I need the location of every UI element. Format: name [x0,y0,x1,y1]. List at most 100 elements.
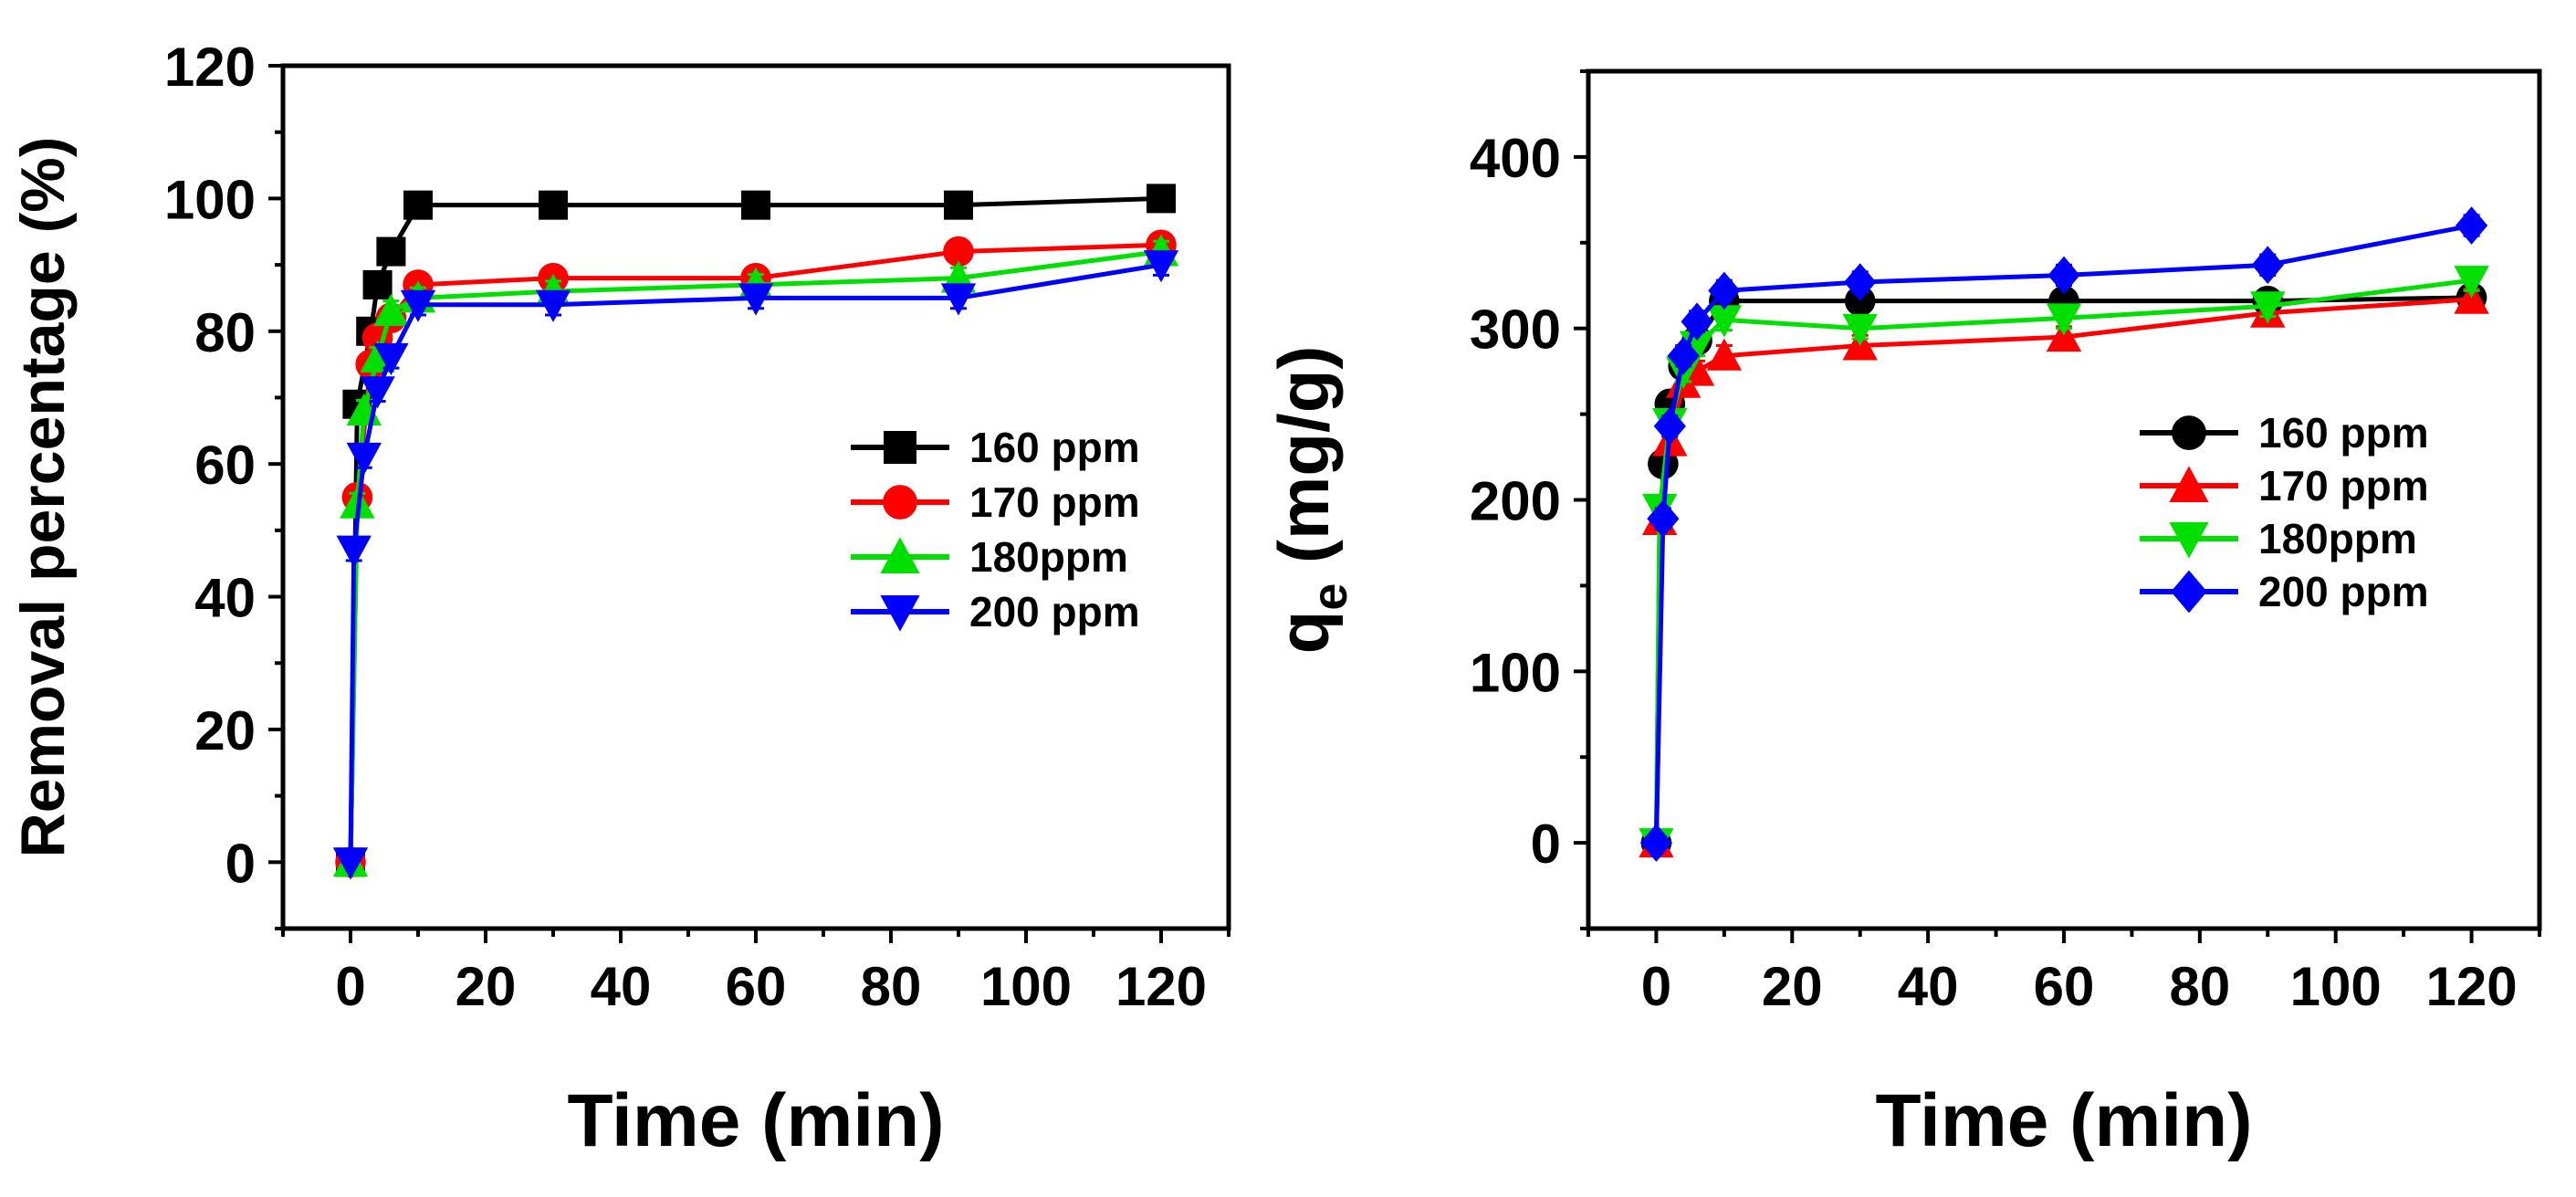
data-point [1647,499,1680,538]
x-axis-label: Time (min) [1875,1079,2252,1162]
data-point [1706,305,1743,338]
data-point [336,535,372,568]
legend-label: 180ppm [969,533,1128,581]
x-tick-label: 120 [2426,956,2518,1017]
data-point [2455,206,2488,245]
legend-label: 170 ppm [2258,462,2429,509]
legend-marker [2169,466,2209,502]
legend: 160 ppm 170 ppm 180ppm 200 ppm [851,424,1140,635]
x-axis-label: Time (min) [567,1079,944,1162]
data-point [741,190,770,220]
series-4 [332,250,1179,880]
series-4 [1639,206,2488,862]
data-point [346,442,382,476]
y-axis-label-main: q [1263,611,1344,655]
legend-marker [2171,570,2207,614]
x-tick-label: 0 [1641,956,1671,1017]
y-axis-label-subscript: e [1303,583,1357,611]
x-tick-label: 100 [2290,956,2382,1017]
data-point [2454,266,2489,299]
x-tick-label: 80 [2169,956,2230,1017]
data-point [1639,824,1673,862]
y-tick-label: 400 [1470,128,1561,189]
data-point [1708,271,1741,310]
legend-item: 160 ppm [2140,409,2429,457]
data-point [360,376,395,409]
data-point [376,236,406,267]
x-tick-label: 40 [591,956,652,1017]
data-point [2047,256,2080,295]
y-axis-label: qe (mg/g) [1263,346,1357,655]
y-tick-label: 60 [194,435,256,496]
legend-item: 160 ppm [851,424,1140,471]
y-axis-label-units: (mg/g) [1263,346,1344,583]
data-point [1143,250,1179,283]
data-point [1844,263,1877,301]
data-point [2250,291,2286,324]
data-point [539,190,568,220]
legend-label: 200 ppm [2258,568,2429,615]
data-point [373,293,409,326]
data-point [403,190,433,220]
y-axis-label: Removal percentage (%) [8,137,78,858]
legend-item: 200 ppm [851,588,1140,635]
legend-marker [884,431,916,464]
x-tick-label: 80 [861,956,922,1017]
data-point [1147,184,1176,214]
data-point [1842,313,1878,346]
legend-marker [883,485,917,520]
y-tick-label: 100 [1470,642,1561,703]
data-point [940,283,977,316]
y-tick-label: 120 [164,37,256,98]
y-tick-label: 100 [164,169,256,230]
x-tick-label: 20 [1762,956,1823,1017]
data-point [2251,246,2284,285]
data-point [1653,406,1686,446]
data-point [738,283,774,316]
legend-item: 170 ppm [851,478,1140,526]
legend-item: 180ppm [2140,515,2417,562]
legend-item: 170 ppm [2140,462,2429,509]
legend-label: 160 ppm [969,424,1140,471]
legend-label: 160 ppm [2258,409,2429,457]
chart-panel-1: 0 20 40 60 80 100 120 0 20 40 60 80 100 120 Time (min)… [8,37,1231,1162]
x-tick-label: 120 [1115,956,1207,1017]
data-point [943,236,974,268]
y-tick-label: 200 [1470,471,1561,532]
y-tick-label: 40 [194,568,256,629]
data-point [400,289,436,322]
data-point [1681,302,1713,341]
y-tick-label: 20 [194,700,256,761]
legend-label: 200 ppm [969,588,1140,635]
x-tick-label: 0 [335,956,365,1017]
data-point [944,190,973,220]
legend-item: 180ppm [851,533,1128,581]
x-tick-label: 20 [456,956,517,1017]
data-point [2046,303,2082,336]
x-tick-label: 60 [2034,956,2095,1017]
legend-marker [880,595,920,632]
y-tick-label: 300 [1470,299,1561,361]
x-tick-label: 40 [1898,956,1959,1017]
y-tick-label: 0 [1531,814,1561,875]
legend-marker [880,537,920,573]
legend-item: 200 ppm [2140,568,2429,615]
y-axis-label-main: Removal percentage (%) [8,137,78,858]
data-point [535,289,571,322]
data-point [373,342,409,376]
series-3 [1639,266,2489,861]
data-point [332,847,369,880]
y-tick-label: 80 [194,302,256,363]
data-point [1667,336,1700,375]
legend: 160 ppm 170 ppm 180ppm 200 ppm [2140,409,2429,615]
legend-label: 170 ppm [969,478,1140,526]
series-line [348,262,1162,863]
series-line [1653,223,2473,844]
y-tick-label: 0 [225,833,256,894]
chart-panel-2: 0 20 40 60 80 100 120 0 100 200 300 400 Time (min) qe… [1263,68,2542,1162]
legend-label: 180ppm [2258,515,2417,562]
x-tick-label: 100 [980,956,1072,1017]
legend-marker [2172,415,2206,450]
data-point [1706,338,1743,371]
